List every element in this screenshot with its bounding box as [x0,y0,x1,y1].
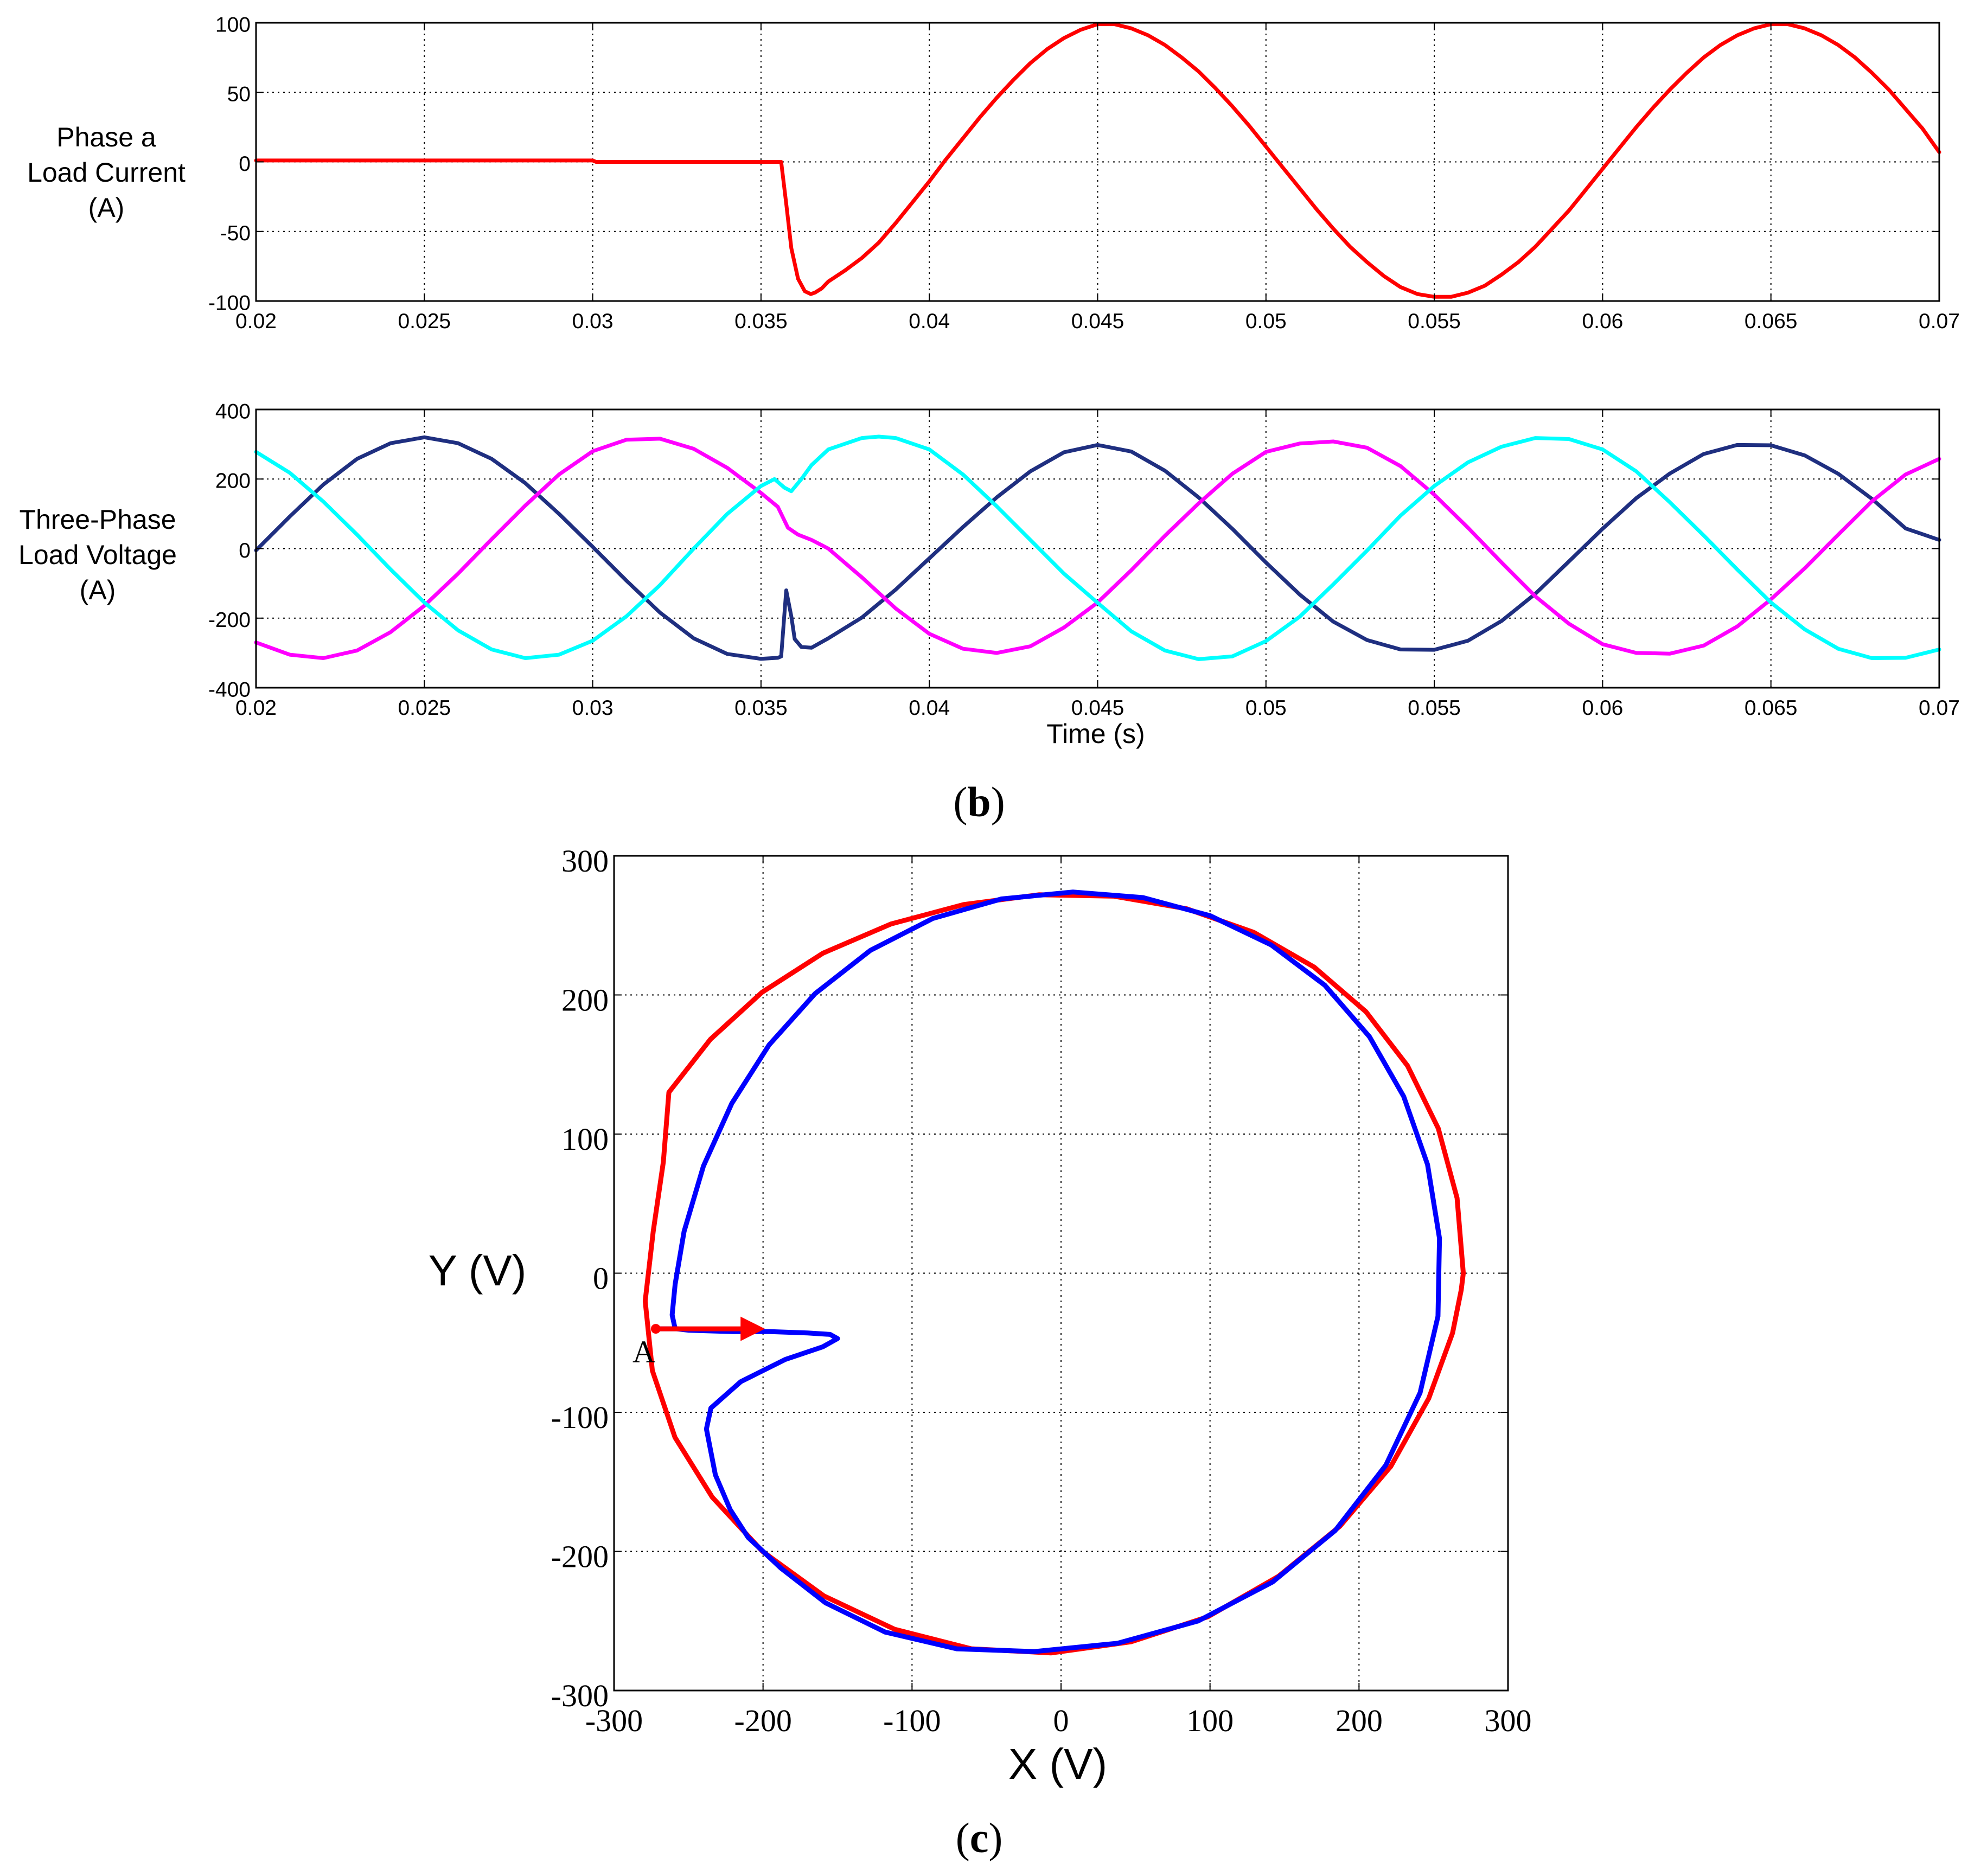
y-tick-label: 400 [215,400,251,423]
series-line-2 [254,437,1941,660]
x-tick-label: 0.025 [398,696,451,720]
x-tick-label: 0.055 [1408,696,1461,720]
xy-trajectory-chart: Y (V) X (V) A -300 -200 -100 0 100 200 300 -300 -… [429,843,1532,1788]
y-tick-label: 100 [561,1122,609,1157]
series-line-1 [642,892,1466,1656]
x-tick-label: 0.07 [1919,696,1960,720]
x-tick-label: 0.035 [734,696,788,720]
x-tick-label: 0.065 [1745,310,1798,333]
y-tick-label: -200 [551,1539,609,1574]
x-tick-label: 0.03 [572,696,614,720]
series-line-3 [254,434,1941,661]
x-tick-label: 0.02 [235,696,277,720]
x-tick-label: 0.04 [909,310,950,333]
x-axis-label: Time (s) [1046,719,1145,749]
x-tick-label: 0.025 [398,310,451,333]
x-tick-label: 0.04 [909,696,950,720]
x-tick-label: 0.045 [1071,696,1124,720]
y-tick-label: -50 [220,222,251,245]
x-tick-label: 0 [1053,1703,1069,1738]
y-axis-label-line-1: Three-Phase [19,504,176,535]
x-axis-label: X (V) [1008,1740,1107,1788]
y-axis-label-line-3: (A) [80,575,116,605]
panel-label-c: (c) [956,1814,1003,1861]
x-tick-label: 0.05 [1245,310,1287,333]
panel-letter-b: b [967,778,991,825]
three-phase-voltage-chart: Three-Phase Load Voltage (A) Time (s) 0.… [18,400,1960,749]
y-tick-label: -300 [551,1678,609,1713]
x-tick-label: 0.065 [1745,696,1798,720]
series-line-1 [254,435,1941,661]
annotation-label: A [632,1334,655,1369]
x-tick-label: 0.07 [1919,310,1960,333]
x-tick-label: 0.06 [1582,310,1623,333]
x-tick-label: -300 [585,1703,643,1738]
y-tick-label: 0 [239,152,251,176]
y-tick-label: 200 [561,983,609,1018]
y-tick-label: 300 [561,843,609,879]
y-axis-label-line-2: Load Voltage [18,540,177,570]
x-tick-label: 0.03 [572,310,614,333]
x-tick-label: 0.05 [1245,696,1287,720]
y-axis-label-line-3: (A) [88,193,125,223]
x-tick-label: 0.055 [1408,310,1461,333]
y-tick-label: -100 [208,291,251,315]
y-tick-label: 0 [593,1261,609,1296]
x-tick-label: -100 [883,1703,941,1738]
phase-a-current-chart: Phase a Load Current (A) 0.02 0.025 0.03 0.… [27,13,1960,333]
x-tick-label: 0.045 [1071,310,1124,333]
y-tick-label: -400 [208,678,251,701]
start-point-a [650,1324,661,1334]
x-tick-label: 0.02 [235,310,277,333]
y-tick-label: 0 [239,539,251,562]
x-tick-label: 100 [1186,1703,1234,1738]
y-axis-label-line-2: Load Current [27,157,186,188]
y-tick-label: 200 [215,470,251,493]
x-tick-label: 200 [1336,1703,1383,1738]
y-tick-label: 100 [215,13,251,36]
y-axis-label: Y (V) [429,1246,527,1295]
x-tick-label: 300 [1485,1703,1532,1738]
y-axis-label-line-1: Phase a [56,122,156,152]
y-tick-label: -200 [208,609,251,632]
panel-letter-c: c [970,1814,989,1861]
x-tick-label: 0.035 [734,310,788,333]
y-tick-label: 50 [227,83,251,106]
y-tick-label: -100 [551,1400,609,1435]
series-line-2 [653,889,1442,1654]
panel-label-b: (b) [953,778,1005,825]
x-tick-label: -200 [734,1703,792,1738]
x-tick-label: 0.06 [1582,696,1623,720]
series-line-1 [254,22,1941,299]
